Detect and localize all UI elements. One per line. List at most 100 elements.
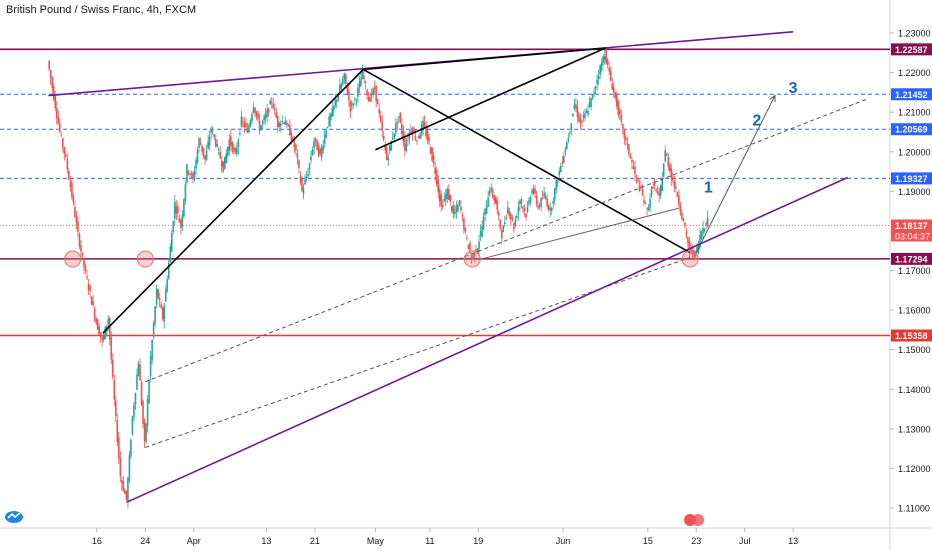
candle-body: [572, 113, 574, 117]
price-axis-label: 1.14000: [898, 385, 931, 395]
candle-body: [467, 244, 470, 250]
candle-body: [507, 207, 509, 213]
current-price-badge: 1.18137: [895, 221, 928, 231]
price-axis-label: 1.13000: [898, 424, 931, 434]
black-rise-line-2: [363, 47, 606, 71]
candle-body: [364, 81, 367, 83]
target-label-1: 1: [704, 180, 713, 197]
candle-body: [369, 97, 371, 101]
candle-body: [314, 138, 317, 141]
candle-body: [275, 112, 278, 118]
candle-body: [71, 182, 73, 197]
candle-body: [283, 122, 285, 124]
candle-body: [278, 122, 281, 127]
candle-body: [626, 143, 629, 145]
candle-body: [133, 405, 135, 418]
lower-channel-line: [126, 176, 848, 503]
candle-body: [122, 481, 125, 491]
candle-body: [121, 479, 123, 484]
candle-body: [399, 112, 402, 123]
candle-body: [296, 153, 299, 159]
candle-body: [334, 100, 337, 106]
candle-body: [605, 49, 607, 64]
candle-body: [358, 81, 361, 88]
candle-body: [80, 245, 82, 252]
price-axis-label: 1.21000: [898, 108, 931, 118]
candle-body: [355, 100, 358, 102]
price-axis: 1.23000 1.22000 1.21000 1.20000 1.19000 1.170…: [890, 29, 931, 514]
candle-body: [620, 115, 623, 122]
price-axis-label: 1.11000: [898, 504, 930, 514]
candle-body: [286, 122, 288, 126]
candle-body: [220, 160, 223, 167]
candle-body: [387, 157, 390, 161]
price-axis-label: 1.15000: [898, 345, 931, 355]
candle-body: [438, 189, 441, 202]
candle-body: [544, 196, 547, 200]
candle-body: [225, 153, 228, 163]
candle-body: [290, 132, 293, 140]
candle-body: [339, 85, 341, 93]
candle-body: [417, 136, 420, 138]
candle-body: [619, 109, 621, 115]
time-axis-label: 23: [691, 536, 701, 546]
candle-body: [398, 116, 400, 118]
candle-body: [532, 188, 535, 194]
time-axis-label: 15: [643, 536, 653, 546]
candle-body: [700, 231, 703, 239]
candle-body: [54, 94, 57, 108]
candle-body: [671, 177, 674, 181]
candle-body: [118, 437, 120, 459]
price-badge-1.19327-bg: [891, 172, 932, 185]
price-badge-1.15358: 1.15358: [895, 331, 928, 341]
candle-body: [434, 167, 436, 175]
candle-body: [667, 157, 670, 167]
candle-body: [62, 138, 64, 148]
candle-body: [337, 93, 340, 100]
candle-body: [443, 198, 446, 201]
candle-body: [328, 116, 331, 126]
candle-body: [72, 195, 75, 203]
candle-body: [154, 306, 156, 324]
candle-body: [567, 138, 570, 141]
candle-body: [659, 185, 662, 196]
candle-body: [260, 125, 262, 130]
price-axis-label: 1.20000: [898, 147, 931, 157]
candle-body: [216, 144, 219, 147]
candle-body: [609, 70, 612, 81]
candle-body: [270, 101, 273, 103]
candle-body: [195, 160, 197, 169]
candle-body: [310, 156, 312, 161]
candle-body: [226, 147, 229, 156]
candle-body: [449, 194, 452, 202]
candle-body: [570, 123, 573, 130]
candle-body: [640, 186, 642, 188]
candle-body: [349, 100, 352, 112]
candle-body: [508, 210, 511, 216]
candle-body: [55, 107, 58, 118]
candle-body: [622, 124, 624, 129]
candle-body: [488, 190, 491, 195]
circle-touch-2: [136, 250, 154, 268]
candle-body: [634, 166, 636, 175]
candle-body: [638, 184, 641, 191]
candle-body: [237, 139, 240, 148]
candle-body: [644, 202, 647, 204]
candle-body: [650, 187, 653, 195]
candle-body: [148, 380, 150, 403]
candle-body: [317, 145, 320, 156]
candle-body: [461, 214, 464, 217]
candle-body: [128, 455, 131, 481]
black-diagonal-line: [375, 47, 606, 151]
candle-body: [490, 187, 492, 190]
candle-body: [446, 188, 449, 199]
candle-body: [189, 173, 191, 175]
candle-body: [140, 382, 143, 405]
time-axis-label: Jun: [556, 536, 571, 546]
candle-body: [190, 173, 193, 176]
candle-body: [665, 154, 668, 157]
candle-body: [496, 200, 499, 210]
candle-body: [175, 205, 178, 214]
candle-body: [325, 130, 327, 138]
